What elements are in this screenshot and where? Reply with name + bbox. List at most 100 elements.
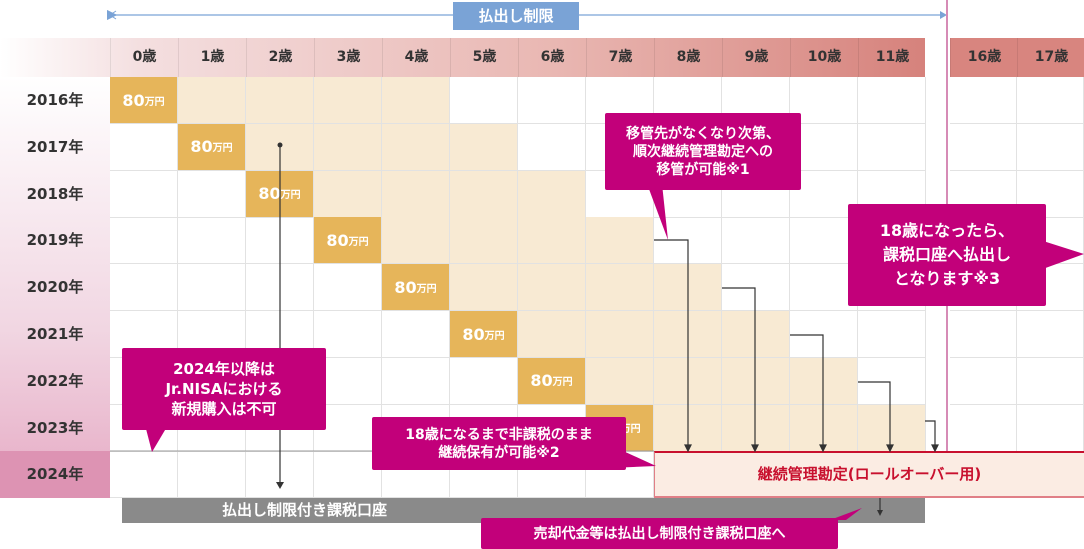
amount: 80 (326, 230, 349, 250)
age-header-bar (0, 38, 925, 77)
grid-cell (654, 170, 722, 218)
grid-cell (1017, 404, 1084, 452)
callout-sale-proceeds: 売却代金等は払出し制限付き課税口座へ (481, 518, 838, 549)
age-header-3: 3歳 (314, 38, 382, 77)
grid-cell (950, 404, 1017, 452)
grid-cell (790, 170, 858, 218)
grid-cell (518, 451, 586, 499)
grid-cell (1017, 357, 1084, 405)
year-column-bg (0, 77, 110, 498)
unit: 万円 (416, 283, 437, 295)
rollover-connector-4 (925, 420, 936, 447)
holding-cell (314, 77, 382, 124)
age-header-4: 4歳 (382, 38, 450, 77)
grid-cell (450, 77, 518, 124)
grid-cell (950, 123, 1017, 171)
year-label-8: 2024年 (26, 465, 84, 484)
grid-cell (1017, 77, 1084, 124)
age-header-7: 7歳 (586, 38, 654, 77)
grid-cell (246, 217, 314, 265)
amount: 80 (462, 324, 485, 344)
year-label-5: 2021年 (26, 325, 84, 343)
grid-cell (858, 357, 926, 405)
year-label-1: 2017年 (26, 137, 84, 156)
grid-cell (858, 77, 926, 124)
grid-cell (950, 77, 1017, 124)
callout-tax-free-holding: 18歳になるまで非課税のまま 継続保有が可能※2 (372, 417, 626, 470)
age-header-1: 1歳 (178, 38, 246, 77)
grid-cell (950, 311, 1017, 358)
unit: 万円 (212, 143, 233, 155)
holding-cell (382, 123, 450, 171)
holding-cell (450, 170, 518, 218)
holding-cell (654, 357, 722, 405)
grid-cell (1017, 123, 1084, 171)
holding-cell (586, 357, 654, 405)
grid-cell (858, 311, 926, 358)
grid-cell (314, 311, 382, 358)
grid-cell (382, 451, 450, 499)
holding-cell (790, 357, 858, 405)
age-header-10: 10歳 (790, 38, 858, 77)
grid-cell (790, 123, 858, 171)
grid-cell (110, 451, 178, 499)
grid-cell (858, 123, 926, 171)
unit: 万円 (280, 190, 301, 202)
age-header-2: 2歳 (246, 38, 314, 77)
holding-cell (450, 123, 518, 171)
holding-cell (314, 170, 382, 218)
grid-cell (722, 217, 790, 265)
year-label-6: 2022年 (26, 371, 84, 390)
holding-cell (654, 264, 722, 312)
holding-cell (790, 404, 858, 452)
year-label-0: 2016年 (26, 91, 84, 109)
year-label-7: 2023年 (26, 418, 84, 437)
grid-cell (382, 357, 450, 405)
holding-cell (382, 170, 450, 218)
age-header-0: 0歳 (110, 38, 178, 77)
grid-cell (950, 357, 1017, 405)
grid-cell (110, 264, 178, 312)
amount: 80 (258, 184, 281, 204)
grid-cell (314, 451, 382, 499)
callout-age18-withdrawal: 18歳になったら、 課税口座へ払出し となります※3 (848, 204, 1046, 306)
amount: 80 (394, 277, 417, 297)
grid-cell (110, 170, 178, 218)
holding-cell (246, 77, 314, 124)
grid-cell (518, 77, 586, 124)
age-header-6: 6歳 (518, 38, 586, 77)
holding-cell (654, 311, 722, 358)
unit: 万円 (348, 236, 369, 248)
age-header-13: 17歳 (1017, 38, 1084, 77)
holding-cell (246, 123, 314, 171)
holding-cell (722, 404, 790, 452)
age-header-5: 5歳 (450, 38, 518, 77)
age-header-9: 9歳 (722, 38, 790, 77)
holding-cell (518, 311, 586, 358)
grid-cell (178, 451, 246, 499)
grid-cell (450, 451, 518, 499)
year-label-4: 2020年 (26, 278, 84, 297)
callout-transfer-to-rollover: 移管先がなくなり次第、 順次継続管理勘定への 移管が可能※1 (605, 113, 801, 190)
year-label-2: 2018年 (26, 184, 84, 203)
holding-cell (722, 357, 790, 405)
unit: 万円 (484, 330, 505, 342)
holding-cell (178, 77, 246, 124)
unit: 万円 (552, 377, 573, 389)
grid-cell (518, 123, 586, 171)
grid-cell (450, 357, 518, 405)
holding-cell (382, 77, 450, 124)
year-label-3: 2019年 (26, 231, 84, 250)
holding-cell (654, 404, 722, 452)
grid-cell (1017, 311, 1084, 358)
age-header-bar-late (950, 38, 1084, 77)
holding-cell (586, 311, 654, 358)
grid-cell (586, 451, 654, 499)
grid-cell (790, 77, 858, 124)
holding-cell (586, 217, 654, 265)
year-2024-bg (0, 451, 110, 498)
